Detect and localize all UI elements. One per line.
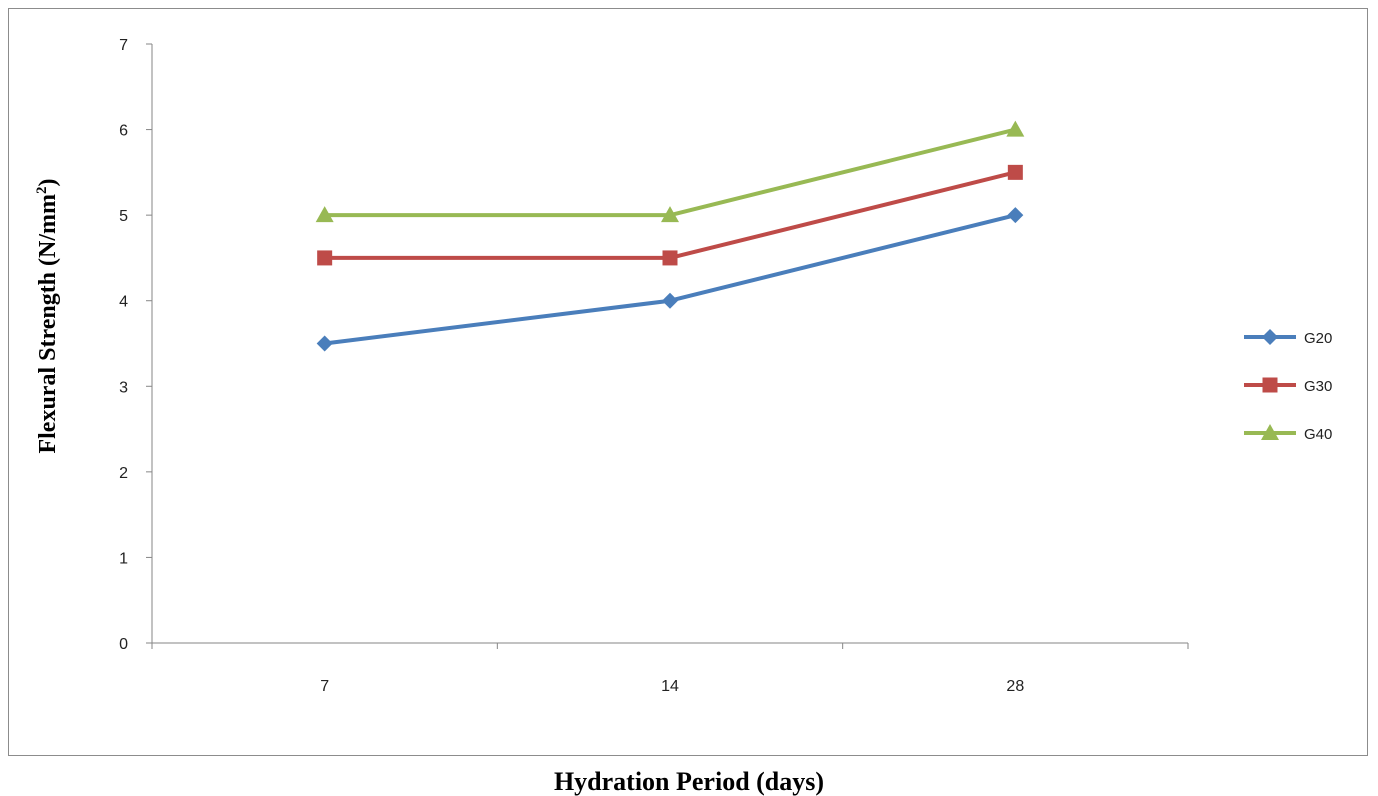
series-line [324,213,1016,346]
x-axis-label: Hydration Period (days) [554,767,824,796]
y-axis-ticks: 0 1 2 3 4 5 6 7 [119,37,152,653]
legend-item-g30: G30 [1244,377,1332,395]
series-line [324,127,1016,218]
series-layer [315,120,1025,352]
x-axis-ticks: 7 14 28 [151,643,1189,695]
y-tick-label: 0 [119,636,128,653]
data-point [1006,120,1025,137]
legend-item-g20: G20 [1244,329,1332,347]
legend-marker [1262,377,1278,393]
series-g20 [316,207,1024,352]
data-point [317,250,333,266]
series-g30 [317,164,1023,266]
y-tick-label: 2 [119,465,128,482]
data-point [316,335,333,352]
data-point [662,292,678,309]
x-tick-label: 7 [320,678,329,695]
legend-item-g40: G40 [1244,424,1332,443]
data-point [662,250,678,266]
y-axis-label-superscript: 2 [34,186,50,194]
x-tick-label: 28 [1006,678,1024,695]
legend-label: G40 [1304,426,1332,443]
y-tick-label: 1 [119,550,128,567]
data-point [1007,164,1023,180]
y-tick-label: 6 [119,123,128,140]
legend: G20 G30 G40 [1244,329,1332,443]
legend-label: G20 [1304,330,1332,347]
legend-marker [1261,424,1279,440]
legend-label: G30 [1304,378,1332,395]
y-tick-label: 4 [119,294,128,311]
y-tick-label: 5 [119,208,128,225]
legend-marker [1262,329,1278,345]
data-point [661,206,679,223]
x-tick-label: 14 [661,678,679,695]
y-tick-label: 7 [119,37,128,54]
data-point [1007,207,1024,224]
y-axis-label: Flexural Strength (N/mm2) [34,178,61,453]
y-tick-label: 3 [119,379,128,396]
series-g40 [315,120,1025,223]
chart-frame [8,8,1368,756]
data-point [315,206,334,223]
